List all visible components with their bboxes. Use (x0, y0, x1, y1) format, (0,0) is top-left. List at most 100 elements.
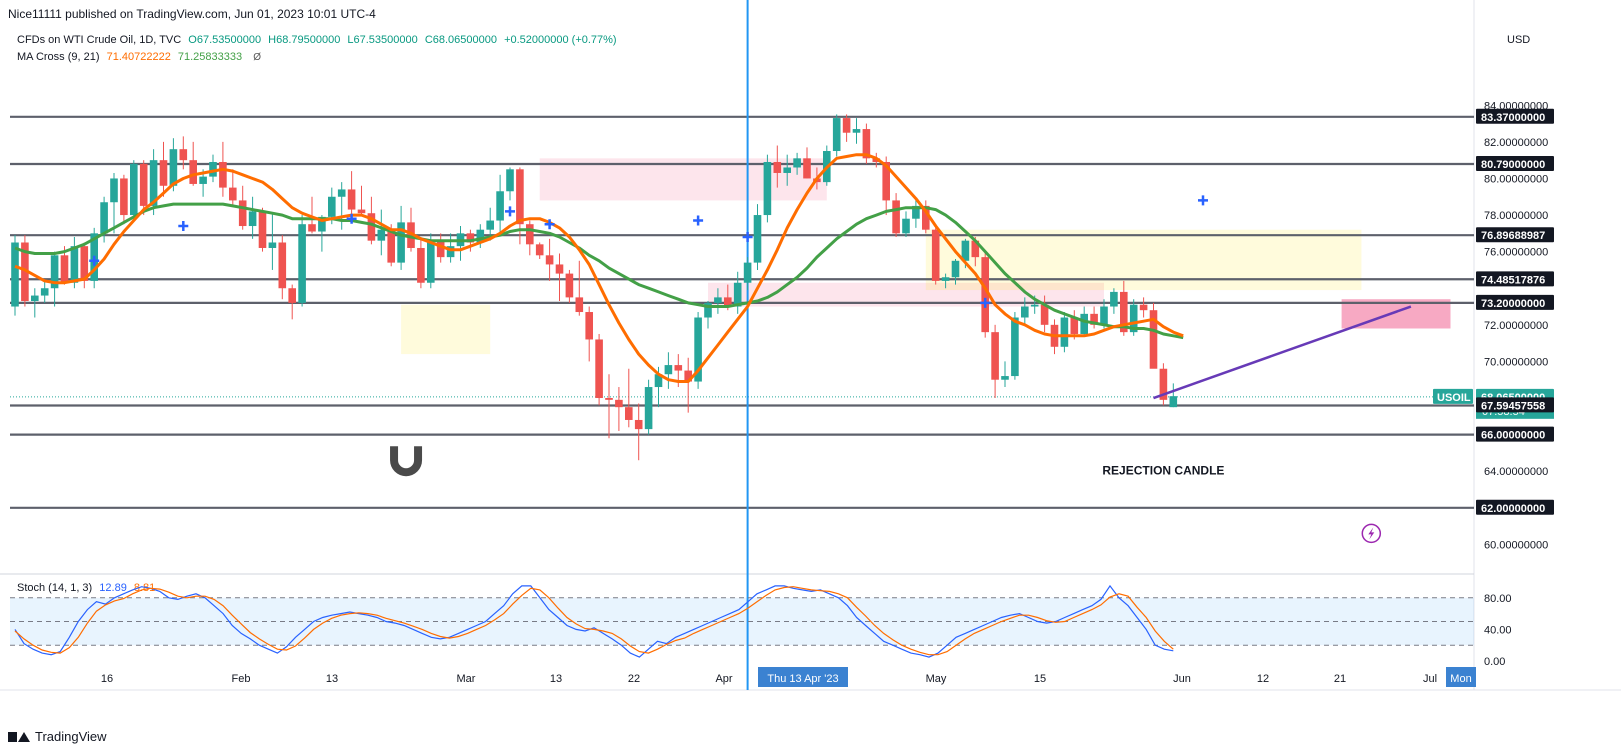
tradingview-brand[interactable]: TradingView (8, 729, 107, 744)
candle-body (238, 200, 247, 227)
price-tick-label: 82.00000000 (1484, 137, 1548, 149)
price-label-box (1476, 499, 1554, 515)
candle-body (892, 200, 900, 234)
candle-body (387, 229, 395, 263)
ohlc-close: C68.06500000 (424, 34, 497, 46)
candle-body (347, 189, 356, 210)
zone-yellow (401, 304, 491, 355)
ohlc-high: H68.79500000 (268, 34, 341, 46)
candle-body (476, 229, 485, 243)
price-label-box (1476, 271, 1554, 287)
stoch-k-line (14, 584, 1174, 658)
time-tick-label: 15 (1034, 673, 1046, 685)
candle-body (1070, 317, 1079, 334)
candle-body (199, 176, 207, 184)
price-label-text: 74.48517876 (1481, 274, 1545, 286)
time-tick-label: Jul (1423, 673, 1437, 685)
symbol-tag: USOIL (1437, 392, 1471, 404)
candle-body (1159, 368, 1168, 400)
price-label-box (1476, 426, 1554, 442)
candle-body (130, 163, 138, 216)
candle-body (535, 244, 544, 256)
candle-body (615, 399, 623, 408)
candle-body (724, 297, 732, 307)
stoch-tick-label: 0.00 (1484, 656, 1505, 668)
candle-body (832, 118, 841, 152)
price-label-box (1476, 156, 1554, 172)
time-tick-label: Jun (1173, 673, 1191, 685)
support-trendline (1153, 305, 1412, 400)
candle-body (565, 273, 574, 298)
stoch-k-value: 12.89 (99, 582, 127, 594)
stoch-name[interactable]: Stoch (14, 1, 3) (17, 582, 93, 594)
price-label-text: 73.20000000 (1481, 298, 1545, 310)
stoch-d-line (14, 586, 1174, 656)
candle-body (595, 339, 603, 399)
ohlc-low: L67.53500000 (347, 34, 418, 46)
symbol-name[interactable]: CFDs on WTI Crude Oil, 1D, TVC (17, 34, 182, 46)
candle-body (367, 213, 376, 241)
candle-body (1021, 306, 1029, 318)
tradingview-logo-icon (8, 730, 30, 744)
time-tick-label: Feb (232, 673, 251, 685)
candle-body (466, 233, 475, 243)
candle-body (1060, 317, 1069, 347)
candle-body (417, 247, 425, 283)
candle-body (298, 224, 306, 303)
candle-body (585, 312, 593, 340)
price-tick-label: 72.00000000 (1484, 320, 1548, 332)
candle-body (625, 407, 633, 420)
candle-body (526, 224, 534, 245)
candle-body (337, 189, 346, 197)
candle-body (1080, 313, 1088, 334)
price-tick-label: 78.00000000 (1484, 210, 1548, 222)
candle-body (902, 218, 910, 234)
price-label-text: 83.37000000 (1481, 112, 1545, 124)
price-tick-label: 70.00000000 (1484, 356, 1548, 368)
ma-name[interactable]: MA Cross (9, 21) (17, 51, 100, 63)
price-label-box (1476, 108, 1554, 124)
brand-name: TradingView (35, 729, 107, 744)
candle-body (11, 242, 19, 307)
candle-body (407, 222, 415, 248)
candle-body (733, 282, 742, 307)
candle-body (258, 211, 267, 248)
candle-body (803, 158, 811, 179)
candle-body (328, 196, 336, 217)
candle-body (1090, 313, 1098, 325)
candle-body (941, 277, 950, 281)
candle-body (397, 222, 405, 263)
candle-body (149, 160, 158, 206)
candle-body (1149, 310, 1158, 369)
candle-body (575, 297, 584, 313)
crosshair-date-label: Thu 13 Apr '23 (767, 673, 838, 685)
candle-body (436, 240, 445, 258)
candle-body (743, 262, 752, 283)
candle-body (1139, 304, 1148, 311)
candle-body (496, 191, 504, 221)
candle-body (763, 161, 772, 216)
price-label-text: 76.89688987 (1481, 230, 1545, 242)
ma-cross-marker (1198, 195, 1208, 206)
ma-cross-marker (89, 255, 100, 266)
candle-body (139, 163, 148, 206)
time-axis-day-label: Mon (1450, 673, 1471, 685)
candle-body (1040, 304, 1049, 325)
candle-body (110, 178, 118, 203)
candle-body (288, 288, 296, 303)
candle-body (714, 297, 722, 303)
candle-body (248, 211, 257, 227)
candle-body (60, 255, 69, 283)
ma-slow-value: 71.25833333 (177, 51, 243, 63)
price-label-text: 62.00000000 (1481, 503, 1545, 515)
price-label-text: 67.59457558 (1481, 400, 1545, 412)
eye-icon[interactable]: Ø (253, 52, 261, 63)
candle-body (1100, 306, 1108, 325)
price-tick-label: 60.00000000 (1484, 539, 1548, 551)
candle-body (664, 365, 673, 375)
candle-body (842, 118, 851, 133)
candle-body (1169, 396, 1178, 408)
rejection-candle-label: REJECTION CANDLE (1102, 463, 1224, 477)
lightning-bolt (1368, 527, 1375, 540)
